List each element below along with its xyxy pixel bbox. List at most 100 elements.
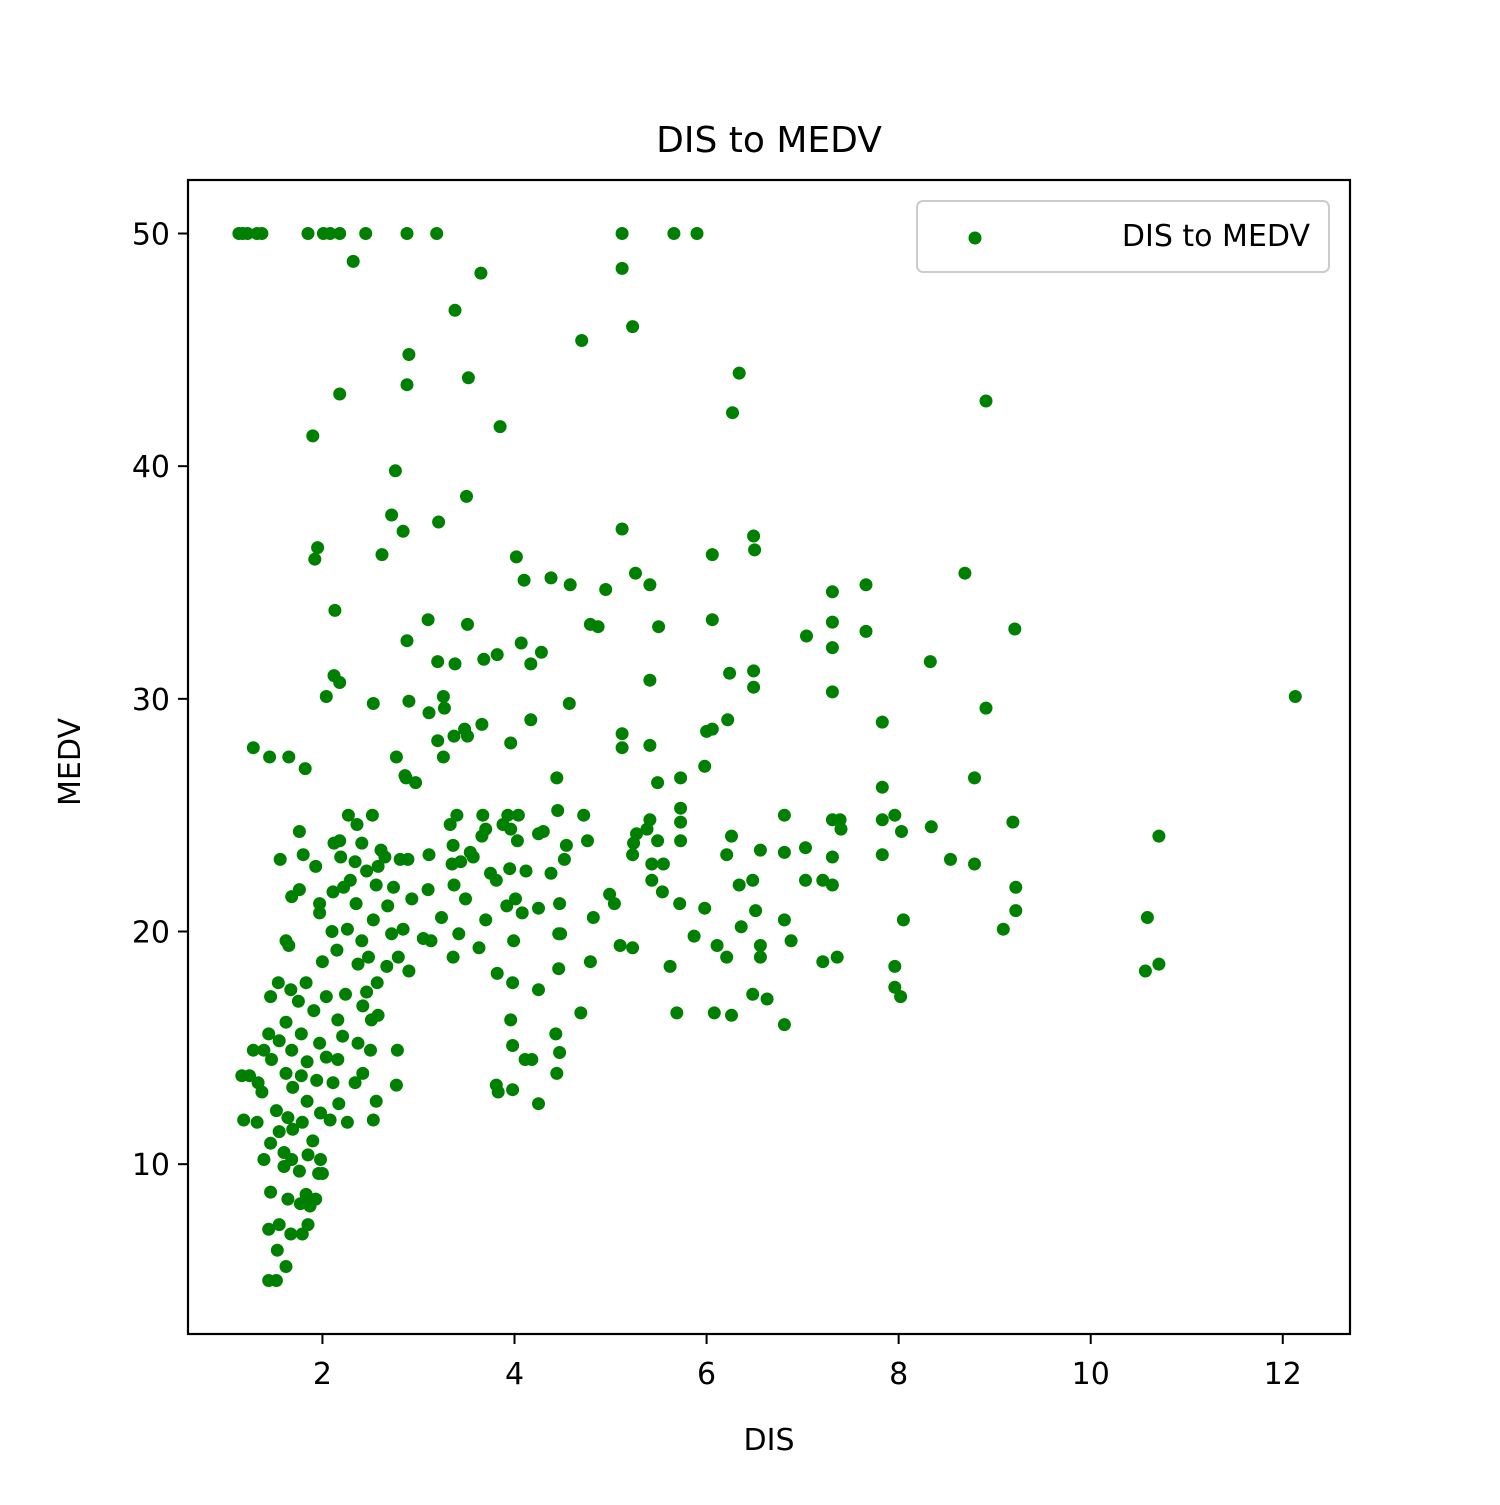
data-point	[895, 825, 908, 838]
data-point	[314, 1106, 327, 1120]
data-point	[674, 834, 688, 848]
data-point	[958, 566, 972, 580]
data-point	[581, 834, 594, 848]
data-point	[450, 808, 464, 822]
data-point	[366, 697, 380, 710]
data-point	[705, 548, 719, 562]
data-point	[333, 834, 347, 848]
data-point	[323, 227, 337, 240]
data-point	[309, 859, 323, 873]
data-point	[269, 1274, 283, 1287]
data-point	[272, 1034, 286, 1048]
data-point	[243, 1069, 256, 1083]
data-point	[402, 694, 416, 708]
x-axis-ticks: 2 4 6 8 10 12	[313, 1334, 1302, 1392]
data-point	[825, 878, 839, 892]
data-point	[875, 848, 889, 862]
data-point	[356, 999, 370, 1013]
data-point	[246, 1043, 260, 1057]
data-point	[825, 615, 839, 629]
data-point	[504, 1013, 518, 1027]
data-point	[875, 715, 889, 729]
data-point	[246, 741, 260, 755]
data-point	[399, 771, 413, 785]
data-point	[645, 873, 659, 887]
data-point	[460, 489, 473, 503]
data-point	[509, 892, 522, 906]
data-point	[326, 1076, 340, 1090]
data-point	[375, 548, 389, 562]
data-point	[351, 957, 365, 971]
data-point	[553, 897, 567, 911]
data-point	[777, 808, 791, 822]
data-point	[306, 1134, 320, 1148]
data-point	[550, 771, 564, 785]
data-point	[286, 1122, 300, 1136]
data-point	[532, 983, 545, 997]
data-point	[552, 962, 566, 976]
data-point	[1009, 904, 1023, 918]
data-point	[319, 1050, 333, 1064]
data-point	[734, 920, 748, 934]
data-point	[656, 857, 670, 871]
data-point	[333, 227, 347, 240]
data-point	[339, 987, 352, 1001]
data-point	[331, 1053, 345, 1066]
data-point	[944, 852, 957, 866]
data-point	[401, 852, 415, 866]
data-point	[271, 976, 285, 990]
data-point	[301, 227, 315, 240]
data-point	[272, 1125, 286, 1139]
data-point	[687, 929, 701, 943]
data-point	[337, 880, 351, 894]
chart-title: DIS to MEDV	[656, 120, 882, 161]
data-point	[273, 852, 287, 866]
data-point	[629, 566, 642, 580]
data-point	[825, 685, 839, 699]
data-point	[777, 1018, 791, 1032]
data-point	[1008, 622, 1022, 636]
data-point	[799, 841, 812, 855]
data-point	[237, 1113, 251, 1127]
data-point	[490, 648, 504, 662]
data-point	[387, 880, 400, 894]
data-point	[431, 734, 445, 748]
data-point	[549, 1027, 563, 1041]
data-point	[270, 1243, 284, 1257]
data-point	[721, 713, 735, 727]
data-point	[314, 1153, 327, 1166]
data-point	[446, 950, 460, 964]
data-point	[777, 845, 791, 859]
data-point	[532, 901, 545, 915]
data-point	[319, 990, 333, 1004]
data-point	[923, 655, 937, 669]
data-point	[640, 822, 654, 836]
data-point	[390, 1043, 404, 1057]
data-point	[292, 825, 306, 838]
data-point	[519, 864, 533, 878]
data-point	[720, 848, 734, 862]
data-point	[825, 585, 839, 599]
data-point	[475, 717, 489, 731]
data-point	[385, 508, 399, 522]
data-point	[996, 922, 1010, 936]
data-point	[325, 925, 339, 938]
data-point	[599, 583, 613, 596]
data-point	[400, 634, 414, 648]
data-point	[747, 529, 761, 543]
data-point	[279, 1015, 293, 1029]
data-point	[346, 254, 360, 268]
data-point	[591, 620, 605, 634]
data-point	[748, 543, 762, 557]
plot-frame	[186, 178, 1352, 1336]
data-point	[509, 550, 523, 564]
data-point	[663, 959, 677, 973]
data-point	[400, 378, 414, 392]
data-point	[255, 227, 269, 240]
data-point	[747, 680, 761, 694]
data-point	[422, 848, 436, 862]
data-point	[300, 1055, 314, 1069]
data-point	[336, 1029, 350, 1043]
data-point	[515, 906, 529, 920]
